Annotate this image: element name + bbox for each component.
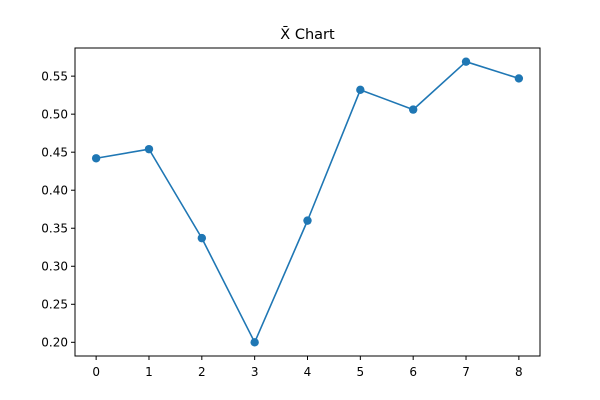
data-point <box>303 216 312 225</box>
data-point <box>356 85 365 95</box>
y-tick-label: 0.50 <box>41 107 68 121</box>
axes-frame <box>74 47 541 357</box>
x-tick-label: 4 <box>304 365 312 379</box>
data-point <box>197 233 207 243</box>
plot-area <box>91 57 524 347</box>
data-point <box>250 338 259 347</box>
x-tick-label: 1 <box>145 365 153 379</box>
y-tick-label: 0.55 <box>41 69 68 83</box>
x-tick-label: 7 <box>462 365 470 379</box>
chart-title: X̄ Chart <box>280 25 335 43</box>
x-tick-label: 6 <box>409 365 417 379</box>
y-tick-label: 0.25 <box>41 298 68 312</box>
series-line <box>96 60 520 344</box>
x-tick-label: 5 <box>357 365 365 379</box>
y-tick-label: 0.45 <box>41 145 68 159</box>
data-point <box>144 144 154 154</box>
x-tick-label: 0 <box>92 365 100 379</box>
data-point <box>91 154 101 163</box>
y-tick-label: 0.30 <box>41 260 68 274</box>
data-point <box>408 105 418 114</box>
x-tick-label: 3 <box>251 365 259 379</box>
y-tick-label: 0.35 <box>41 222 68 236</box>
data-point <box>461 57 471 66</box>
axis-ticks: 0 1 2 3 4 5 6 7 8 0.20 0.25 0.30 0.35 0.40 0.45 0.50 0.5… <box>41 69 522 379</box>
y-tick-label: 0.20 <box>41 336 68 350</box>
x-tick-label: 8 <box>515 365 523 379</box>
x-tick-label: 2 <box>198 365 206 379</box>
y-tick-label: 0.40 <box>41 184 68 198</box>
data-point <box>514 74 524 83</box>
